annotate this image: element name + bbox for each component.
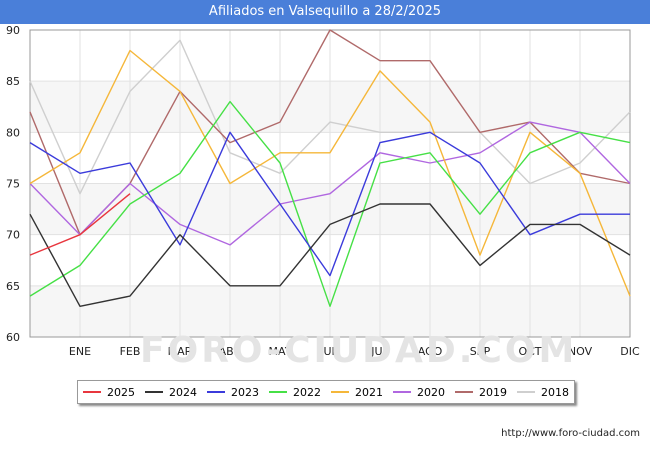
legend-label: 2022 — [293, 385, 321, 399]
watermark: FORO-CIUDAD.COM — [140, 330, 578, 371]
legend-label: 2019 — [479, 385, 507, 399]
x-tick-label: OCT — [518, 345, 541, 358]
x-tick-label: JUN — [319, 345, 340, 358]
legend-swatch — [83, 391, 101, 393]
x-tick-label: ENE — [69, 345, 91, 358]
x-tick-label: SEP — [470, 345, 491, 358]
legend-label: 2018 — [541, 385, 569, 399]
legend-swatch — [517, 391, 535, 393]
y-tick-label: 85 — [6, 75, 20, 88]
legend-label: 2020 — [417, 385, 445, 399]
legend-item-2019: 2019 — [455, 386, 507, 399]
series-line-2023 — [29, 131, 630, 277]
legend: 2025 2024 2023 2022 2021 2020 2019 2018 — [77, 380, 575, 404]
y-tick-label: 80 — [6, 126, 20, 139]
x-tick-label: FEB — [120, 345, 141, 358]
legend-swatch — [455, 391, 473, 393]
legend-item-2023: 2023 — [207, 386, 259, 399]
legend-item-2022: 2022 — [269, 386, 321, 399]
legend-swatch — [145, 391, 163, 393]
chart-title: Afiliados en Valsequillo a 28/2/2025 — [0, 0, 650, 24]
series-line-2020 — [29, 121, 631, 246]
x-tick-label: NOV — [568, 345, 593, 358]
series-line-2024 — [29, 203, 631, 307]
legend-swatch — [393, 391, 411, 393]
line-chart: 60 65 70 75 80 85 90 ENE FEB MAR ABR MAY JUN JUL AGO SE… — [6, 24, 640, 358]
y-tick-label: 70 — [6, 229, 20, 242]
legend-item-2018: 2018 — [517, 386, 569, 399]
legend-item-2025: 2025 — [83, 386, 135, 399]
x-tick-label: AGO — [418, 345, 443, 358]
legend-item-2020: 2020 — [393, 386, 445, 399]
x-tick-label: DIC — [620, 345, 640, 358]
x-tick-label: ABR — [219, 345, 242, 358]
legend-label: 2025 — [107, 385, 135, 399]
legend-swatch — [331, 391, 349, 393]
legend-label: 2024 — [169, 385, 197, 399]
source-url[interactable]: http://www.foro-ciudad.com — [501, 428, 640, 439]
y-tick-label: 60 — [6, 331, 20, 344]
x-tick-label: MAY — [269, 345, 292, 358]
legend-label: 2021 — [355, 385, 383, 399]
x-tick-label: MAR — [168, 345, 193, 358]
series-line-2025 — [29, 193, 131, 256]
y-tick-label: 90 — [6, 24, 20, 37]
y-tick-label: 75 — [6, 178, 20, 191]
y-tick-label: 65 — [6, 280, 20, 293]
series-line-2018 — [29, 39, 631, 195]
series-line-2022 — [29, 100, 631, 307]
legend-swatch — [207, 391, 225, 393]
series-line-2021 — [29, 49, 631, 297]
x-tick-label: JUL — [370, 345, 389, 358]
legend-item-2021: 2021 — [331, 386, 383, 399]
legend-label: 2023 — [231, 385, 259, 399]
legend-swatch — [269, 391, 287, 393]
legend-item-2024: 2024 — [145, 386, 197, 399]
